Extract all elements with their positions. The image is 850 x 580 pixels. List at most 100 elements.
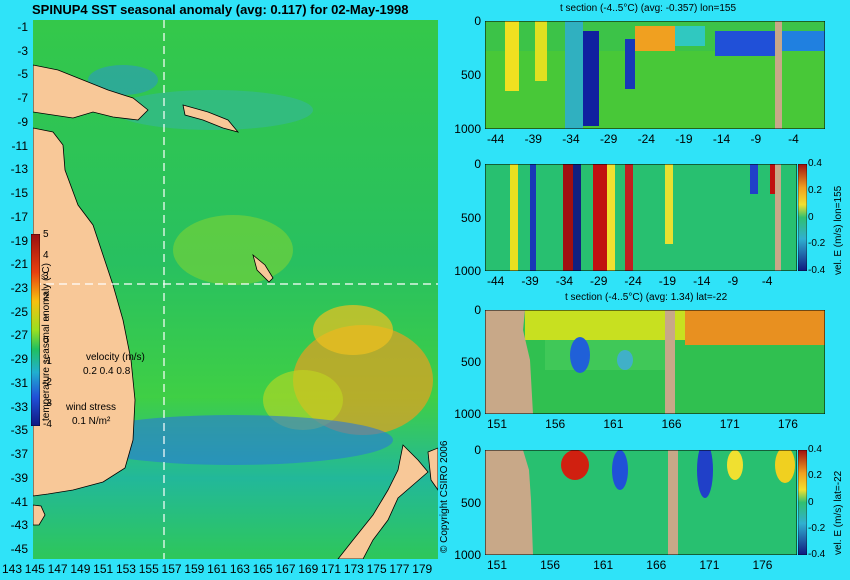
map-lon-tick: 159 xyxy=(184,562,205,576)
map-lat-tick: -41 xyxy=(10,494,28,509)
map-lat-tick: -11 xyxy=(11,138,28,153)
p1-x-tick: -14 xyxy=(712,132,731,146)
p2-colorbar-tick: 0.4 xyxy=(808,158,822,169)
map-land xyxy=(33,64,149,121)
map-lat-tick: -3 xyxy=(17,43,28,58)
p2-y-tick: 1000 xyxy=(454,264,481,278)
p4-x-tick: 151 xyxy=(487,558,508,572)
map-lat-tick: -37 xyxy=(10,447,28,462)
p2-colorbar-tick: -0.2 xyxy=(808,238,826,250)
map-lat-tick: -31 xyxy=(10,375,28,390)
p1-x-tick: -29 xyxy=(599,132,618,146)
p2-y-tick: 500 xyxy=(460,210,481,225)
map-colorbar-tick: 5 xyxy=(43,229,49,240)
map-warm-anomaly xyxy=(313,305,393,355)
p3-x-tick: 151 xyxy=(487,417,508,431)
map-lon-tick: 151 xyxy=(93,562,114,576)
map-lon-tick: 171 xyxy=(321,562,342,576)
p1-x-tick: -39 xyxy=(524,132,542,146)
map-land xyxy=(427,447,438,491)
p1-heatmap xyxy=(485,21,825,129)
map-lon-tick: 165 xyxy=(252,562,273,576)
map-land xyxy=(33,504,46,526)
map-colorbar-tick: 4 xyxy=(43,250,49,262)
sst-map xyxy=(33,20,438,559)
p4-x-tick: 176 xyxy=(752,558,773,572)
map-land xyxy=(33,127,136,497)
map-lon-tick: 179 xyxy=(412,562,433,576)
map-lon-tick: 153 xyxy=(115,562,136,576)
p4-colorbar-tick: 0.2 xyxy=(808,470,822,482)
map-lat-tick: -7 xyxy=(17,91,28,106)
p2-x-tick: -34 xyxy=(555,274,574,288)
p2-heatmap xyxy=(485,164,797,271)
map-lat-tick: -21 xyxy=(10,257,28,272)
p4-x-tick: 171 xyxy=(699,558,720,572)
p4-heatmap xyxy=(485,450,797,555)
map-colorbar-tick: -3 xyxy=(43,397,52,409)
map-lon-tick: 147 xyxy=(47,562,68,576)
p1-x-tick: -24 xyxy=(637,132,655,146)
map-lon-tick: 177 xyxy=(389,562,410,576)
map-lat-tick: -27 xyxy=(10,328,28,343)
map-lat-tick: -25 xyxy=(10,304,28,319)
p4-y-tick: 500 xyxy=(460,495,481,510)
p3-y-tick: 500 xyxy=(460,355,481,369)
p3-heatmap xyxy=(485,310,825,414)
map-land xyxy=(252,253,274,283)
wind-stress-label: wind stress xyxy=(66,402,117,413)
p4-y-tick: 0 xyxy=(474,443,481,457)
map-lon-tick: 145 xyxy=(24,562,45,576)
map-lat-tick: -45 xyxy=(10,542,28,556)
p2-y-tick: 0 xyxy=(474,157,481,171)
p3-y-tick: 1000 xyxy=(454,407,481,421)
map-lon-tick: 149 xyxy=(70,562,91,576)
p2-x-tick: -14 xyxy=(693,274,711,288)
map-lat-tick: -23 xyxy=(10,281,28,295)
p4-colorbar-tick: 0 xyxy=(808,496,814,508)
map-warm-anomaly xyxy=(263,370,343,430)
p2-colorbar xyxy=(798,164,807,271)
p4-colorbar-tick: -0.2 xyxy=(808,522,826,534)
p3-y-tick: 0 xyxy=(474,303,481,317)
map-lat-tick: -39 xyxy=(10,470,28,485)
velocity-scale: 0.2 0.4 0.8 xyxy=(83,366,131,377)
p2-colorbar-tick: -0.4 xyxy=(808,265,826,276)
map-lon-tick: 163 xyxy=(229,562,250,576)
p1-y-tick: 1000 xyxy=(454,122,481,136)
map-lat-tick: -43 xyxy=(10,518,28,533)
map-lon-tick: 167 xyxy=(275,562,296,576)
map-land xyxy=(337,444,429,559)
map-lon-tick: 143 xyxy=(2,562,23,576)
p2-x-tick: -9 xyxy=(727,274,739,288)
p2-x-tick: -24 xyxy=(624,274,642,288)
p1-x-tick: -34 xyxy=(562,132,580,146)
p4-y-tick: 1000 xyxy=(454,548,481,562)
map-colorbar-tick: -2 xyxy=(43,376,52,388)
p4-x-tick: 156 xyxy=(540,558,561,572)
map-lat-tick: -29 xyxy=(10,352,28,367)
map-colorbar-tick: 1 xyxy=(43,313,49,325)
p3-x-tick: 171 xyxy=(719,417,740,431)
map-cool-anomaly xyxy=(73,415,393,465)
map-lat-tick: -5 xyxy=(17,67,28,82)
p2-x-tick: -44 xyxy=(487,274,505,288)
p3-x-tick: 166 xyxy=(661,417,682,431)
p1-x-tick: -4 xyxy=(788,132,799,146)
p4-colorbar-label: vel. E (m/s) lat=-22 xyxy=(833,470,844,555)
p1-title: t section (-4..5°C) (avg: -0.357) lon=15… xyxy=(560,3,737,14)
map-colorbar-tick: 3 xyxy=(43,271,49,283)
p2-x-tick: -39 xyxy=(521,274,539,288)
map-lat-tick: -35 xyxy=(10,423,28,438)
map-lat-tick: -17 xyxy=(10,209,28,224)
p3-title: t section (-4..5°C) (avg: 1.34) lat=-22 xyxy=(565,292,728,303)
map-lat-tick: -15 xyxy=(10,186,28,201)
p2-x-tick: -29 xyxy=(590,274,608,288)
map-lon-tick: 161 xyxy=(207,562,228,576)
p4-x-tick: 166 xyxy=(646,558,667,572)
p1-y-tick: 0 xyxy=(474,14,481,28)
p3-x-tick: 161 xyxy=(603,417,624,431)
map-colorbar-label: temperature seasonal anomaly (°C) xyxy=(41,263,52,421)
p2-x-tick: -4 xyxy=(761,274,773,288)
p1-x-tick: -44 xyxy=(487,132,505,146)
